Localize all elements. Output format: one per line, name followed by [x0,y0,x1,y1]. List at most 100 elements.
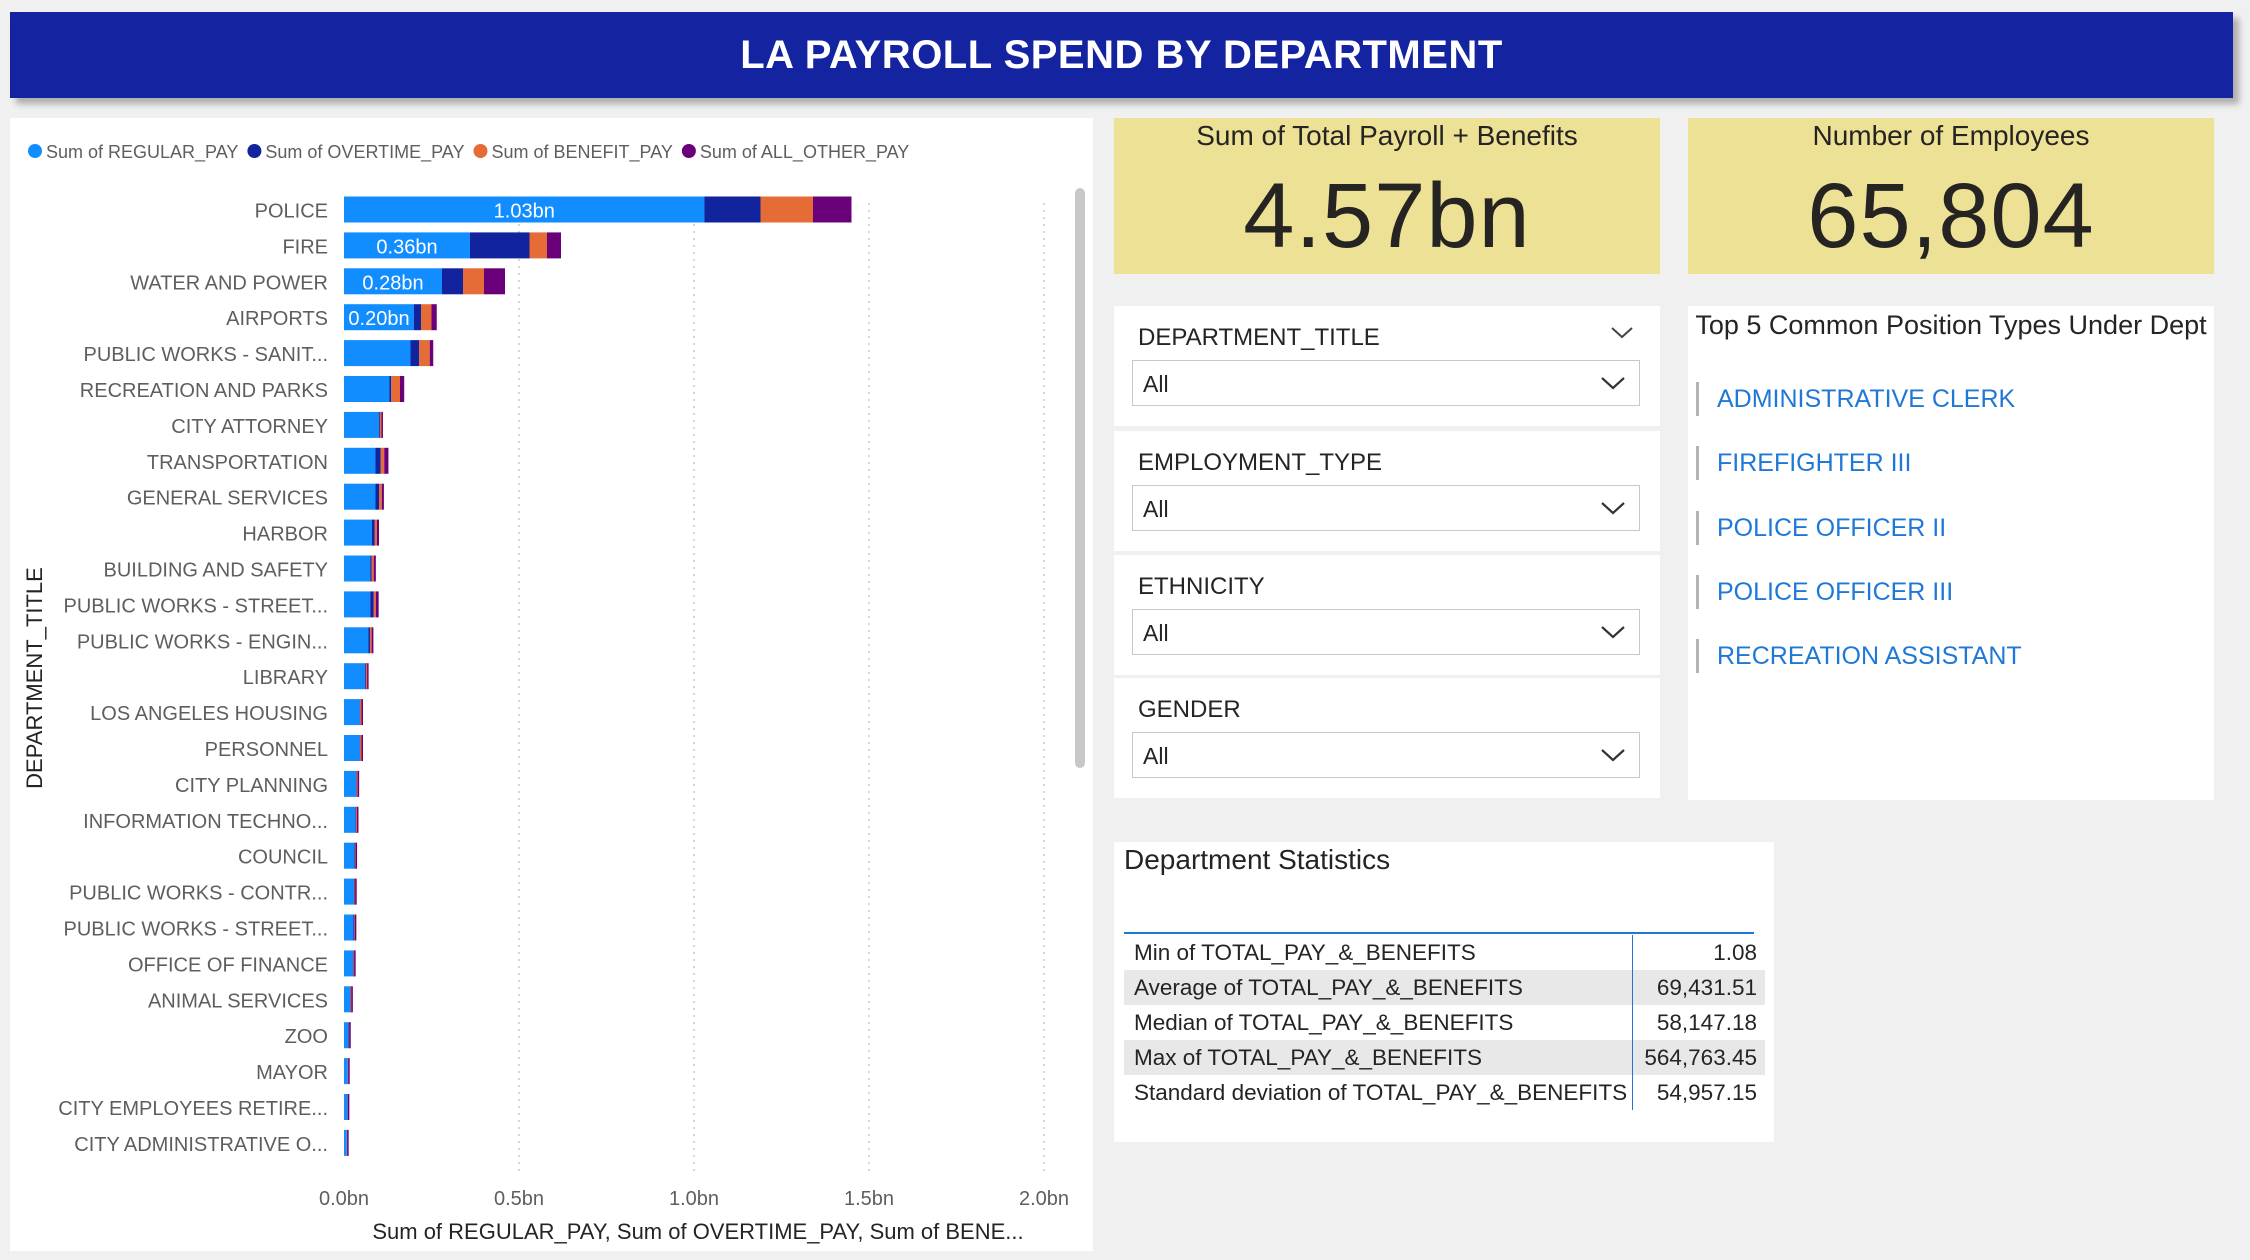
stat-label: Average of TOTAL_PAY_&_BENEFITS [1124,970,1633,1005]
slicer-employment-type[interactable]: EMPLOYMENT_TYPE All [1114,431,1660,551]
category-label: COUNCIL [238,847,328,869]
slicer-value: All [1143,371,1169,397]
bar-segment [354,914,357,941]
bar-segment [400,376,405,402]
bar-segment [344,627,369,654]
chevron-down-icon[interactable] [1608,322,1636,342]
stat-label: Median of TOTAL_PAY_&_BENEFITS [1134,1009,1514,1035]
position-item[interactable]: POLICE OFFICER II [1696,511,1946,545]
position-item[interactable]: ADMINISTRATIVE CLERK [1696,382,2015,416]
bar-segment [384,447,389,474]
category-label: TRANSPORTATION [147,452,328,474]
category-label: FIRE [282,236,328,258]
bar-segment [529,232,547,259]
chevron-down-icon[interactable] [1599,745,1627,765]
slicer-dropdown[interactable]: All [1132,485,1640,531]
legend-marker [473,144,488,158]
bar-segment [344,340,411,367]
bar-segment [349,1022,351,1049]
bar-segment [391,376,400,402]
bar-segment [356,770,359,797]
bar-segment [355,878,357,905]
bar-segment [375,447,381,474]
statistics-table: Min of TOTAL_PAY_&_BENEFITS 1.08 Average… [1124,935,1765,1110]
bar-segment [421,304,432,331]
bar-segment [344,447,376,474]
position-item[interactable]: FIREFIGHTER III [1696,446,1911,480]
bar-segment [344,376,390,402]
category-label: PUBLIC WORKS - ENGIN... [77,631,328,653]
bar-segment [484,268,505,295]
stacked-bar-chart-panel[interactable]: 0.0bn 0.5bn 1.0bn 1.5bn 2.0bn Sum of REGULAR_… [10,118,1093,1251]
bar-segment [373,555,376,582]
slicer-dropdown[interactable]: All [1132,360,1640,406]
legend-marker [681,144,696,158]
slicer-title: ETHNICITY [1138,573,1265,600]
category-label: CITY ADMINISTRATIVE O... [74,1134,328,1156]
total-payroll-card: Sum of Total Payroll + Benefits 4.57bn [1114,118,1660,274]
data-label: 0.20bn [348,308,409,330]
bar-segment [381,483,384,510]
x-tick-label: 2.0bn [1019,1188,1069,1210]
data-label: 0.36bn [376,236,437,258]
legend-marker [247,144,262,158]
position-item[interactable]: POLICE OFFICER III [1696,575,1953,609]
bar-segment [374,519,377,546]
category-label: AIRPORTS [226,308,328,330]
scrollbar-thumb[interactable] [1075,188,1085,768]
bar-segment [344,591,371,618]
category-label: INFORMATION TECHNO... [83,811,328,833]
slicer-ethnicity[interactable]: ETHNICITY All [1114,555,1660,675]
legend-label: Sum of OVERTIME_PAY [265,142,464,163]
category-label: CITY EMPLOYEES RETIRE... [58,1098,328,1120]
bar-segment [344,1094,348,1120]
bar-segment [470,232,530,259]
bar-segment [372,519,375,546]
bar-segment [760,196,813,223]
category-label: CITY PLANNING [175,775,328,797]
category-label: LOS ANGELES HOUSING [90,703,328,725]
slicer-dropdown[interactable]: All [1132,732,1640,778]
bar-segment [442,268,463,295]
data-label: 0.28bn [362,272,423,294]
table-row: Median of TOTAL_PAY_&_BENEFITS 58,147.18 [1124,1005,1765,1040]
bar-segment [368,627,370,654]
position-label: FIREFIGHTER III [1717,449,1912,477]
category-label: OFFICE OF FINANCE [128,954,328,976]
employees-value: 65,804 [1807,165,2095,267]
category-label: PUBLIC WORKS - SANIT... [84,344,328,366]
total-payroll-value: 4.57bn [1243,165,1531,267]
stat-label: Min of TOTAL_PAY_&_BENEFITS [1134,939,1476,965]
table-header-rule [1124,932,1754,934]
page-title: LA PAYROLL SPEND BY DEPARTMENT [740,32,1503,77]
category-label: PUBLIC WORKS - STREET... [64,919,328,941]
bar-segment [351,986,353,1013]
top-positions-panel: Top 5 Common Position Types Under Dept A… [1688,306,2214,800]
stat-label: Max of TOTAL_PAY_&_BENEFITS [1124,1040,1633,1075]
stat-value: 54,957.15 [1632,1075,1765,1110]
category-label: MAYOR [256,1062,328,1084]
bar-segment [344,699,360,726]
stat-value: 564,763.45 [1632,1040,1765,1075]
chevron-down-icon[interactable] [1599,498,1627,518]
bar-segment [344,1129,347,1156]
slicer-title: EMPLOYMENT_TYPE [1138,449,1383,476]
category-label: POLICE [255,201,328,223]
x-tick-label: 0.5bn [494,1188,544,1210]
slicer-dropdown[interactable]: All [1132,609,1640,655]
bar-segment [344,986,351,1013]
slicer-department-title[interactable]: DEPARTMENT_TITLE All [1114,306,1660,426]
bar-segment [344,411,379,438]
chevron-down-icon[interactable] [1599,622,1627,642]
chevron-down-icon[interactable] [1599,373,1627,393]
bar-segment [371,627,374,654]
bar-segment [380,447,385,474]
bar-segment [344,770,357,797]
category-label: ANIMAL SERVICES [148,990,328,1012]
slicer-gender[interactable]: GENDER All [1114,678,1660,798]
position-item[interactable]: RECREATION ASSISTANT [1696,639,2022,673]
slicer-title: GENDER [1138,696,1241,723]
stat-value: 58,147.18 [1632,1005,1765,1040]
stacked-bar-chart[interactable]: 0.0bn 0.5bn 1.0bn 1.5bn 2.0bn Sum of REGULAR_… [10,118,1093,1251]
bar-segment [361,735,363,761]
